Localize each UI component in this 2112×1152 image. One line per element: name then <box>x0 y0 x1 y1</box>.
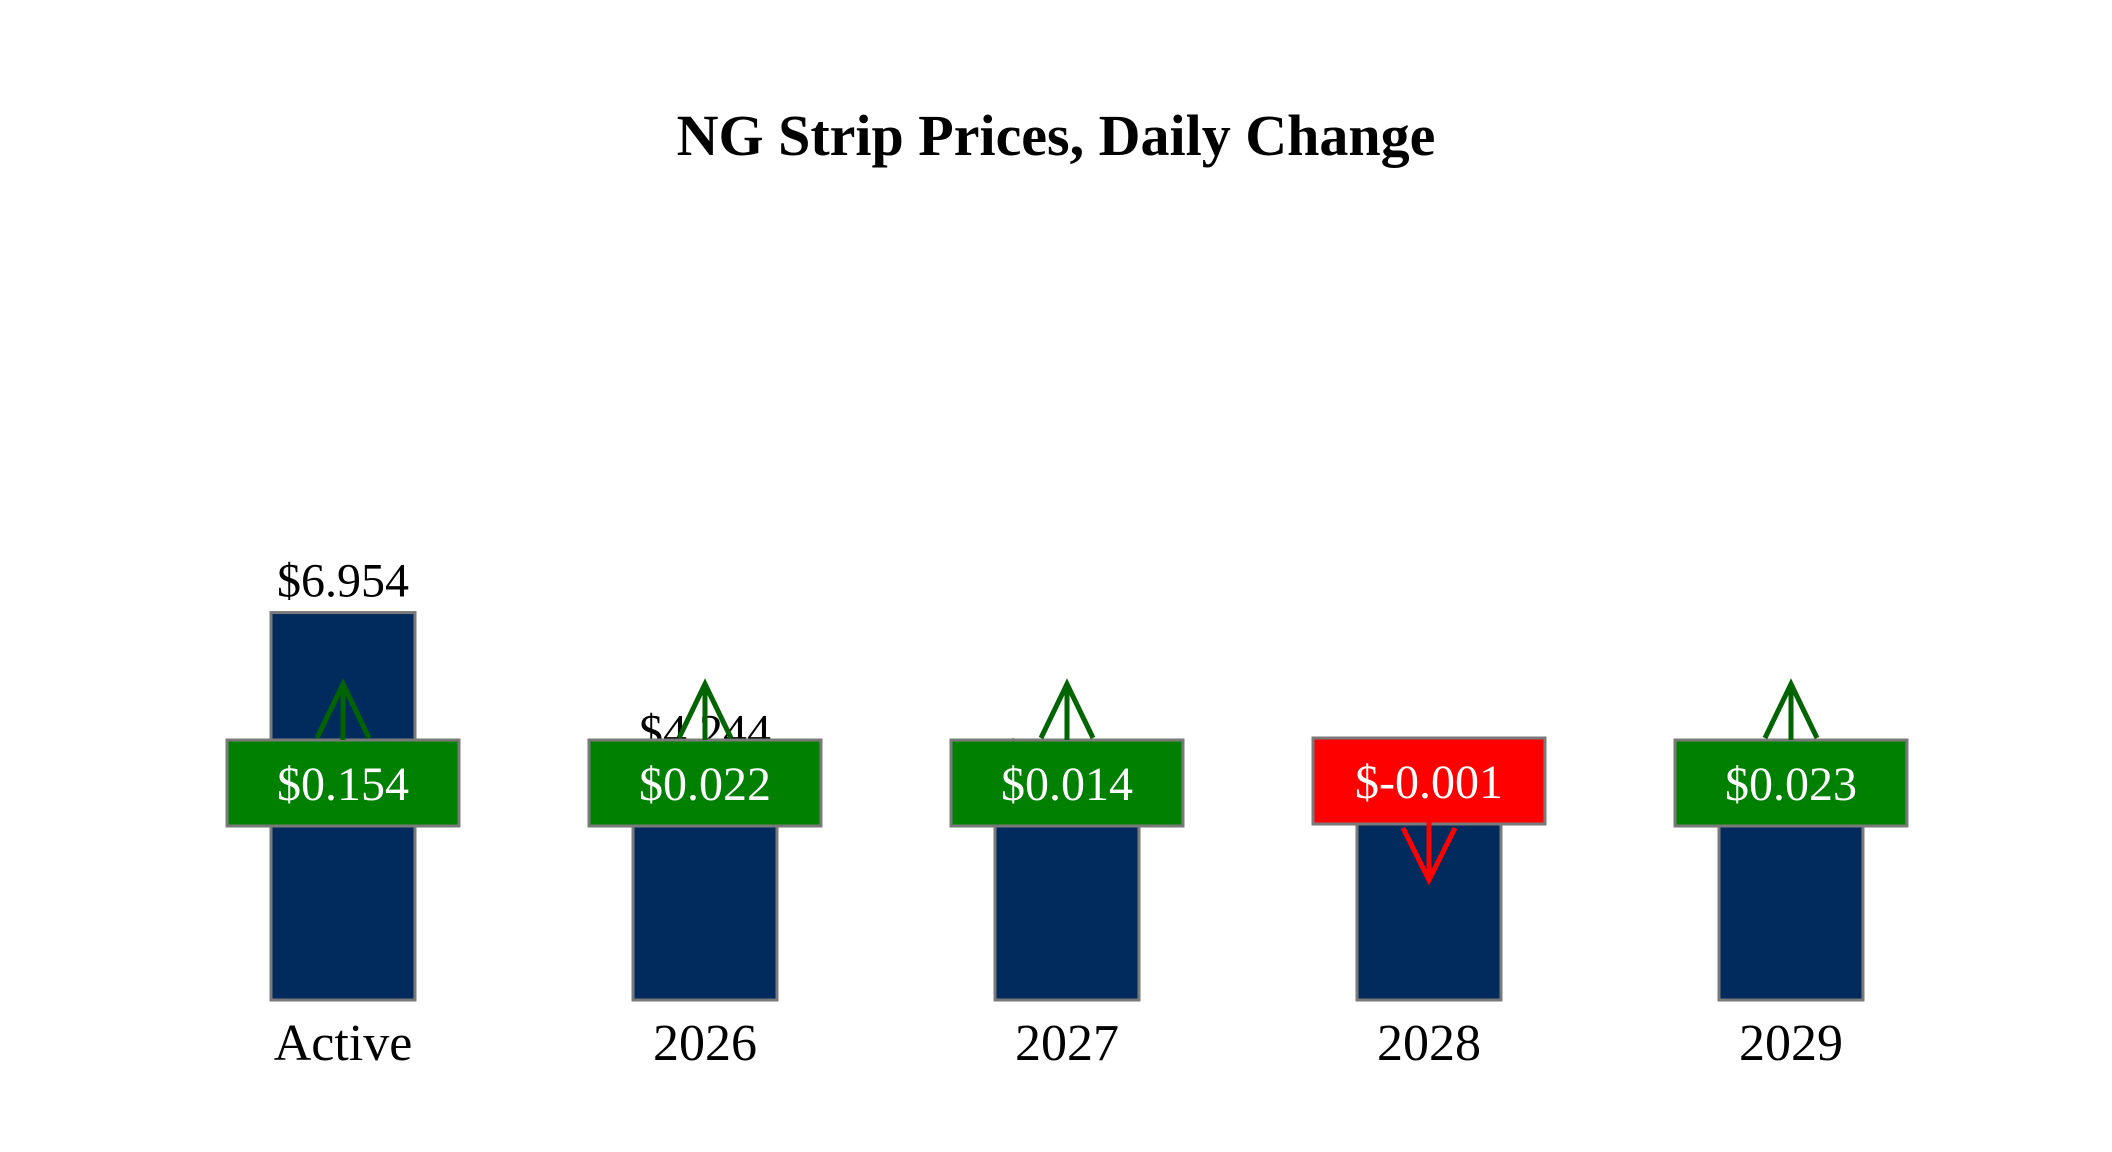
bars-layer: $6.954Active$0.154$4.2442026$0.022$3.791… <box>225 555 1909 1072</box>
arrow-head <box>676 678 734 740</box>
change-box <box>225 738 461 828</box>
change-label: $-0.001 <box>1355 756 1503 809</box>
up-arrow-icon <box>676 678 734 740</box>
category-label: 2029 <box>1739 1015 1843 1072</box>
category-label: 2027 <box>1015 1015 1119 1072</box>
change-box <box>1673 738 1909 828</box>
change-label: $0.022 <box>639 758 771 811</box>
up-arrow-icon <box>314 678 372 740</box>
arrow-head <box>314 678 372 740</box>
change-box <box>1311 736 1547 826</box>
arrow-head <box>1400 826 1458 886</box>
bar-group: $6.954 Active $0.154 <box>225 555 461 1072</box>
category-label: 2026 <box>653 1015 757 1072</box>
change-label: $0.014 <box>1001 758 1133 811</box>
up-arrow-icon <box>1038 678 1096 740</box>
bar-group: $3.6142029$0.023 <box>1673 678 1909 1072</box>
bar <box>1717 797 1865 1002</box>
arrow-head <box>1038 678 1096 740</box>
change-box <box>949 738 1185 828</box>
chart-title: NG Strip Prices, Daily Change <box>677 103 1436 168</box>
change-label: $0.154 <box>277 758 409 811</box>
category-label: Active <box>274 1015 413 1072</box>
bar-group: $3.7912027$0.014 <box>949 678 1185 1072</box>
bar-value-label: $6.954 <box>277 555 409 608</box>
up-arrow-icon <box>1762 678 1820 740</box>
arrow-head <box>1762 678 1820 740</box>
category-label: 2028 <box>1377 1015 1481 1072</box>
change-label: $0.023 <box>1725 758 1857 811</box>
down-arrow-icon <box>1400 822 1458 886</box>
bar-group: $3.6082028$-0.001 <box>1311 736 1547 1072</box>
